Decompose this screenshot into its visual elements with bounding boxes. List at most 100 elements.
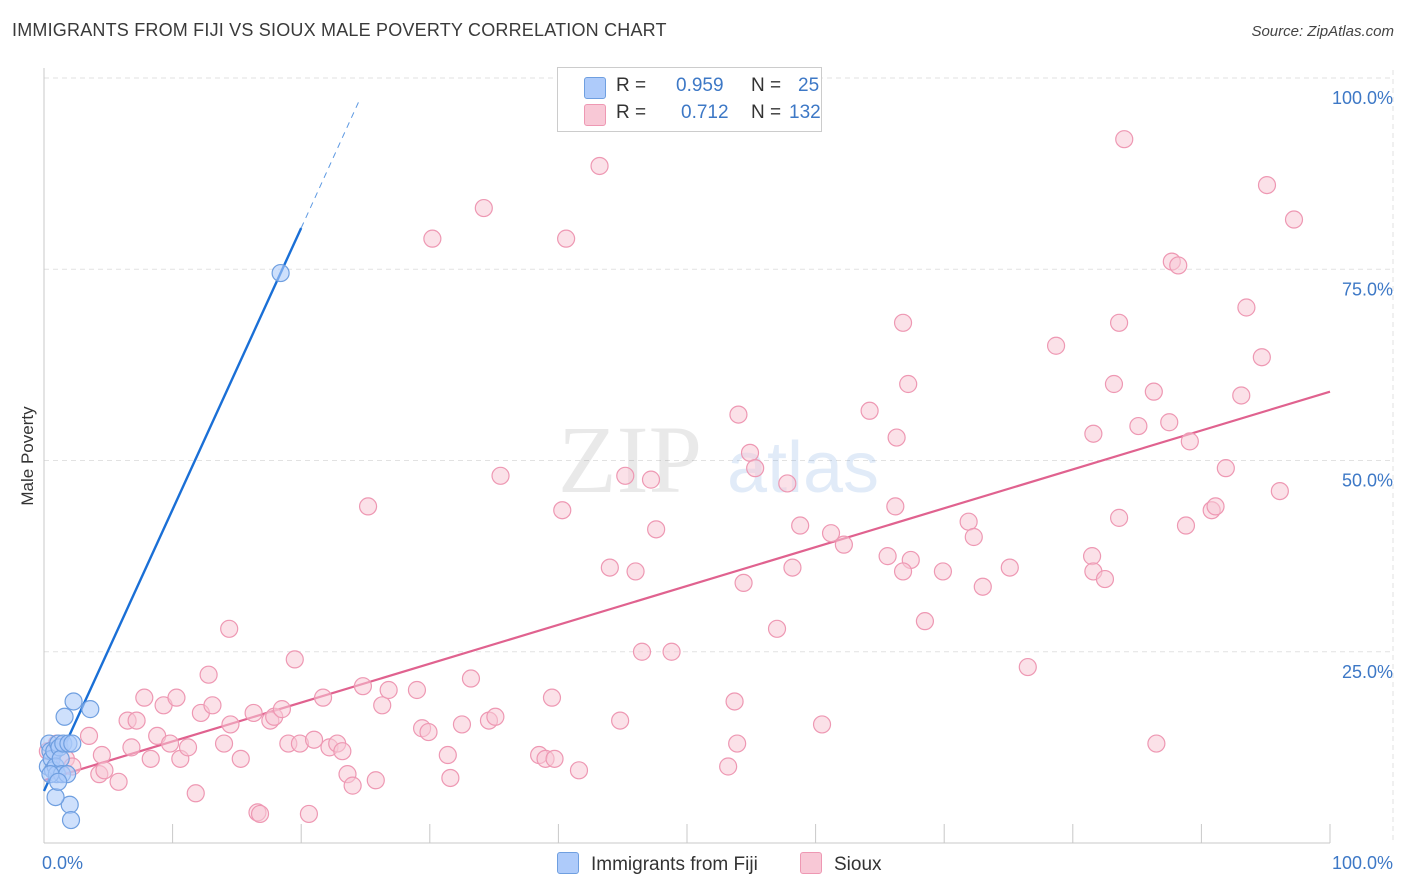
sioux-point: [886, 497, 905, 516]
sioux-point: [1176, 516, 1196, 535]
gridlines: [44, 70, 1394, 843]
sioux-point: [92, 745, 111, 765]
legend-swatch-sioux: [584, 104, 606, 126]
sioux-point: [1216, 459, 1235, 478]
bottom-legend-label-fiji: Immigrants from Fiji: [591, 854, 758, 875]
fiji-point: [55, 707, 74, 726]
y-axis-label: Male Poverty: [18, 406, 37, 506]
legend-r-value: 0.959: [676, 75, 724, 96]
legend-swatch-fiji: [584, 77, 606, 99]
sioux-point: [486, 707, 505, 726]
sioux-point: [1104, 374, 1124, 394]
sioux-point: [1095, 569, 1115, 589]
sioux-point: [343, 776, 362, 795]
legend-n-label: N =: [751, 75, 782, 96]
sioux-point: [973, 577, 992, 596]
sioux-point: [557, 229, 576, 248]
sioux-point: [1082, 547, 1102, 566]
sioux-point: [590, 156, 609, 176]
sioux-points: [38, 130, 1304, 824]
legend-r-label: R =: [616, 75, 647, 96]
source-label: Source: ZipAtlas.com: [1251, 23, 1394, 40]
sioux-point: [178, 738, 198, 757]
legend-n-label: N =: [751, 102, 782, 123]
sioux-point: [1084, 424, 1103, 443]
sioux-point: [135, 688, 154, 707]
y-tick-label: 100.0%: [1332, 88, 1393, 108]
sioux-point: [1147, 734, 1166, 753]
sioux-point: [1270, 482, 1289, 501]
sioux-point: [1115, 130, 1134, 149]
axes: [43, 68, 1331, 844]
sioux-point: [729, 405, 748, 424]
fiji-point: [51, 749, 70, 768]
sioux-point: [1237, 298, 1256, 317]
sioux-point: [893, 313, 913, 332]
fiji-point: [81, 700, 100, 719]
sioux-point: [199, 665, 218, 684]
sioux-point: [1180, 432, 1199, 451]
sioux-point: [358, 497, 378, 516]
sioux-point: [887, 428, 906, 447]
sioux-point: [1284, 210, 1304, 229]
sioux-point: [933, 562, 953, 581]
watermark-zip: ZIP: [558, 406, 702, 513]
sioux-point: [353, 677, 373, 696]
sioux-point: [778, 474, 797, 493]
sioux-point: [1252, 348, 1271, 367]
sioux-point: [783, 558, 802, 577]
sioux-point: [647, 520, 666, 539]
sioux-point: [220, 619, 239, 638]
sioux-point: [1046, 336, 1066, 355]
sioux-point: [203, 696, 222, 715]
sioux-point: [441, 768, 460, 788]
sioux-point: [834, 535, 853, 554]
sioux-point: [821, 524, 841, 543]
sioux-point: [746, 459, 765, 478]
sioux-point: [1232, 386, 1251, 405]
sioux-point: [313, 688, 333, 707]
fiji-point: [63, 734, 82, 753]
fiji-point: [46, 787, 65, 807]
sioux-point: [423, 229, 442, 248]
legend-n-value: 25: [798, 75, 820, 96]
bottom-legend-swatch-fiji: [557, 852, 579, 874]
sioux-point: [641, 470, 661, 489]
sioux-point: [214, 734, 234, 753]
legend-r-label: R =: [616, 102, 647, 123]
sioux-point: [304, 730, 324, 749]
sioux-point: [600, 558, 619, 577]
sioux-point: [379, 680, 398, 700]
sioux-point: [893, 562, 913, 581]
fiji-point: [49, 772, 68, 791]
legend-r-value: 0.712: [681, 102, 729, 123]
sioux-point: [231, 749, 250, 768]
sioux-point: [1109, 313, 1129, 332]
sioux-point: [860, 401, 879, 420]
sioux-point: [109, 772, 128, 791]
legend-n-value: 132: [789, 102, 821, 123]
fiji-point: [64, 692, 83, 711]
sioux-point: [373, 696, 392, 715]
sioux-point: [878, 547, 897, 566]
sioux-point: [221, 715, 240, 734]
chart-title: IMMIGRANTS FROM FIJI VS SIOUX MALE POVER…: [12, 20, 667, 40]
sioux-point: [461, 669, 481, 688]
sioux-point: [767, 619, 787, 638]
fiji-trend-line: [42, 227, 303, 792]
bottom-legend-fiji: Immigrants from Fiji: [557, 852, 758, 876]
sioux-point: [250, 804, 270, 824]
sioux-point: [272, 700, 292, 719]
sioux-point: [728, 734, 747, 753]
sioux-point: [1169, 256, 1188, 275]
sioux-point: [812, 715, 832, 734]
y-tick-label: 50.0%: [1342, 471, 1393, 491]
bottom-legend-swatch-sioux: [800, 852, 822, 874]
sioux-point: [626, 562, 645, 581]
sioux-point: [452, 715, 472, 734]
sioux-point: [1206, 497, 1225, 516]
sioux-point: [542, 688, 562, 707]
sioux-point: [632, 642, 652, 661]
sioux-point: [167, 688, 186, 707]
